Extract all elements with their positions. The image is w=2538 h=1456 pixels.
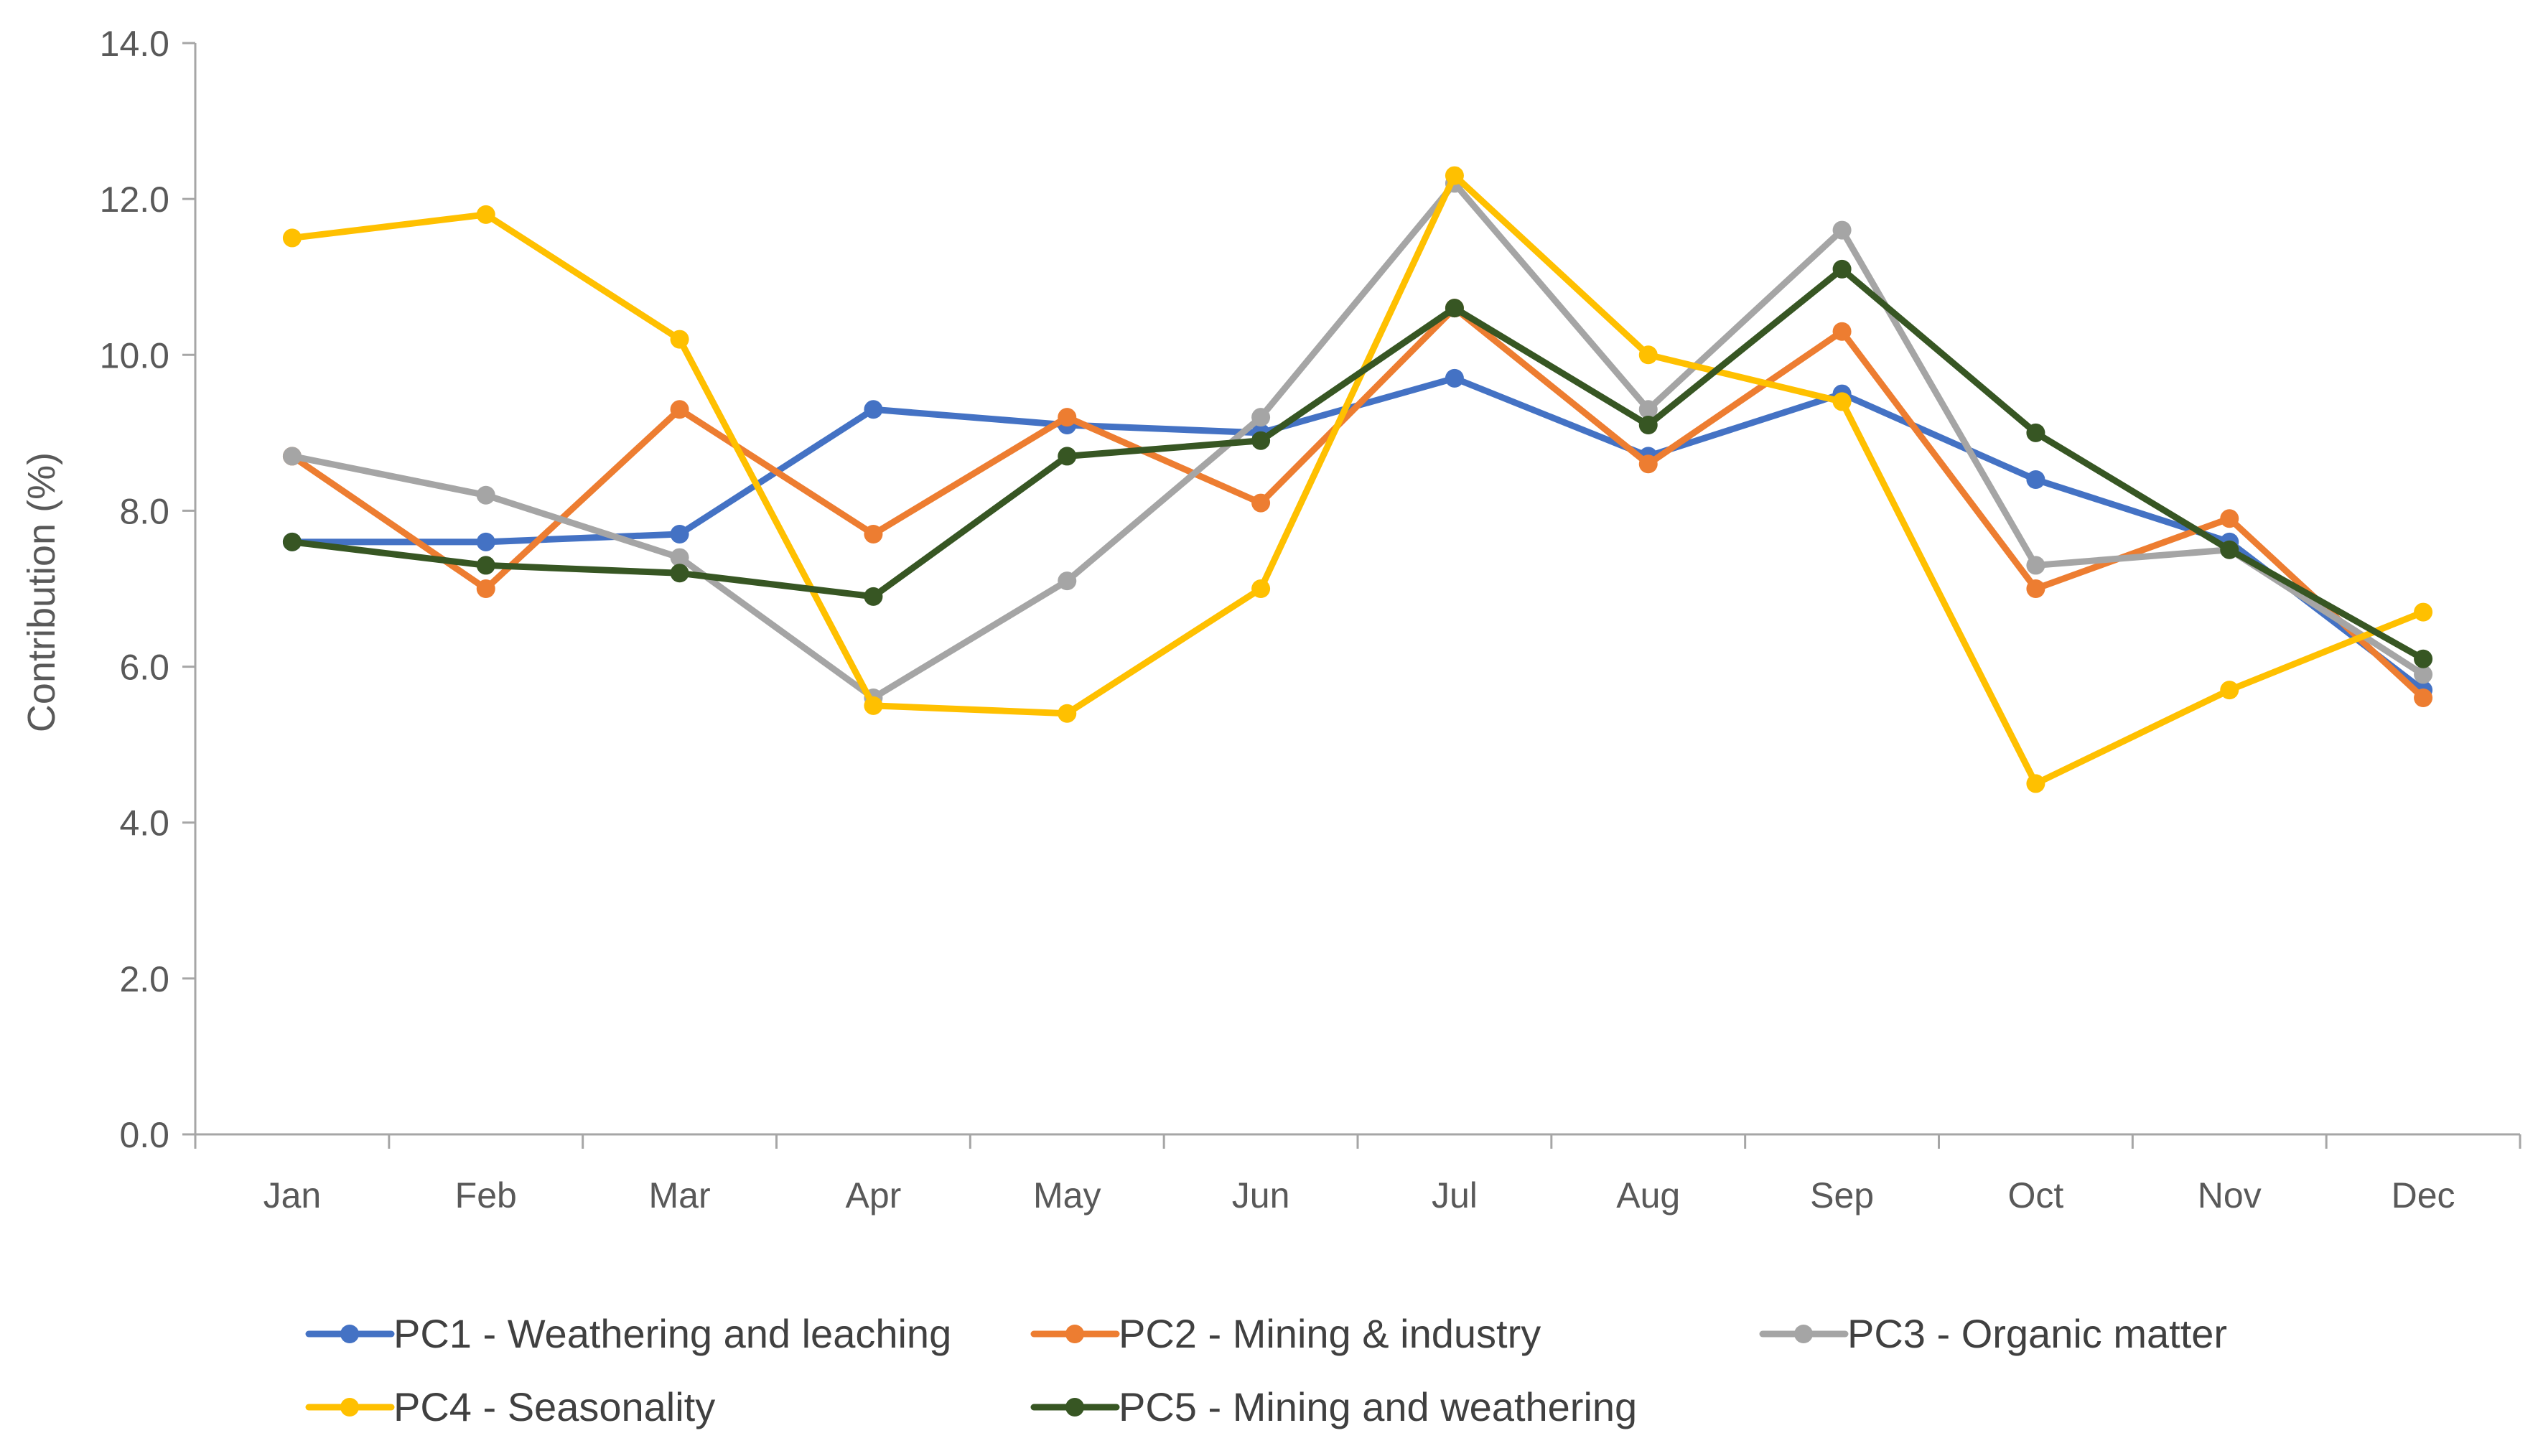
- data-point: [1058, 447, 1077, 466]
- axes: 0.0 2.0 4.0 6.0 8.0 10.0 12.0 14.0 Jan Feb Mar Apr M…: [100, 24, 2521, 1215]
- x-tick-label: Apr: [846, 1175, 902, 1215]
- series-4: [282, 166, 2433, 793]
- data-point: [1251, 579, 1271, 598]
- legend-label: PC4 - Seasonality: [393, 1384, 715, 1429]
- data-point: [282, 228, 302, 248]
- data-point: [670, 400, 689, 419]
- data-point: [2414, 689, 2433, 707]
- data-point: [1832, 220, 1852, 240]
- data-point: [1251, 408, 1271, 427]
- x-tick-label: Dec: [2392, 1175, 2455, 1215]
- series-line: [289, 179, 2427, 701]
- data-point: [2026, 579, 2045, 598]
- data-point: [670, 330, 689, 349]
- data-point: [864, 400, 883, 419]
- series-line: [289, 304, 2427, 701]
- data-point: [2414, 602, 2433, 622]
- data-point: [2414, 665, 2433, 684]
- legend-swatch-marker: [340, 1325, 359, 1343]
- y-tick-label: 14.0: [100, 24, 169, 64]
- data-point: [1832, 259, 1852, 279]
- data-point: [1445, 299, 1464, 318]
- data-point: [2220, 540, 2239, 559]
- data-point: [2414, 649, 2433, 668]
- series-5: [282, 259, 2433, 668]
- data-point: [1058, 571, 1077, 591]
- data-point: [1832, 322, 1852, 341]
- legend-label: PC3 - Organic matter: [1847, 1311, 2227, 1356]
- legend-swatch-marker: [1065, 1325, 1084, 1343]
- data-point: [282, 447, 302, 466]
- legend-item: PC1 - Weathering and leaching: [305, 1311, 951, 1356]
- data-point: [2220, 681, 2239, 700]
- data-point: [2026, 774, 2045, 793]
- data-point: [476, 579, 495, 598]
- data-point: [476, 556, 495, 575]
- data-point: [282, 532, 302, 551]
- series-line: [289, 266, 2427, 663]
- legend-label: PC1 - Weathering and leaching: [393, 1311, 951, 1356]
- y-tick-label: 10.0: [100, 335, 169, 375]
- legend-label: PC5 - Mining and weathering: [1119, 1384, 1637, 1429]
- data-point: [1251, 431, 1271, 450]
- data-point: [2220, 509, 2239, 528]
- y-tick-label: 6.0: [119, 648, 169, 688]
- y-axis-title: Contribution (%): [20, 452, 63, 732]
- data-point: [476, 532, 495, 551]
- x-tick-label: Jul: [1432, 1175, 1478, 1215]
- legend-swatch-marker: [1065, 1398, 1084, 1417]
- data-point: [1058, 408, 1077, 427]
- data-point: [864, 587, 883, 606]
- x-tick-label: Jun: [1232, 1175, 1290, 1215]
- x-tick-label: Feb: [455, 1175, 517, 1215]
- y-tick-label: 0.0: [119, 1115, 169, 1155]
- series-line: [289, 172, 2427, 787]
- data-point: [670, 525, 689, 543]
- legend-item: PC2 - Mining & industry: [1030, 1311, 1541, 1356]
- y-tick-label: 2.0: [119, 959, 169, 999]
- data-point: [1638, 345, 1658, 365]
- data-point: [2026, 556, 2045, 575]
- legend: PC1 - Weathering and leaching PC2 - Minin…: [305, 1311, 2227, 1429]
- data-point: [1638, 454, 1658, 474]
- data-point: [2026, 470, 2045, 489]
- x-tick-label: Oct: [2008, 1175, 2064, 1215]
- data-point: [1251, 493, 1271, 513]
- y-tick-label: 8.0: [119, 491, 169, 531]
- x-tick-label: Sep: [1810, 1175, 1874, 1215]
- data-point: [476, 205, 495, 224]
- data-point: [1638, 416, 1658, 434]
- legend-item: PC3 - Organic matter: [1759, 1311, 2227, 1356]
- data-point: [476, 485, 495, 505]
- data-point: [2026, 423, 2045, 442]
- data-point: [1638, 400, 1658, 419]
- legend-item: PC4 - Seasonality: [305, 1384, 715, 1429]
- y-axis-title-group: Contribution (%): [20, 452, 63, 732]
- data-point: [1832, 392, 1852, 411]
- y-tick-label: 12.0: [100, 179, 169, 220]
- series-3: [282, 174, 2433, 707]
- x-tick-label: Nov: [2198, 1175, 2262, 1215]
- data-point: [1058, 704, 1077, 723]
- data-point: [864, 696, 883, 715]
- legend-swatch-marker: [1794, 1325, 1813, 1343]
- legend-swatch-marker: [340, 1398, 359, 1417]
- data-point: [1445, 166, 1464, 185]
- x-tick-label: Aug: [1616, 1175, 1680, 1215]
- x-tick-label: Mar: [649, 1175, 711, 1215]
- legend-item: PC5 - Mining and weathering: [1030, 1384, 1637, 1429]
- data-point: [670, 564, 689, 583]
- y-tick-label: 4.0: [119, 803, 169, 844]
- x-tick-label: Jan: [263, 1175, 322, 1215]
- data-point: [864, 525, 883, 543]
- data-point: [670, 548, 689, 567]
- data-point: [1445, 368, 1464, 388]
- x-tick-label: May: [1033, 1175, 1101, 1215]
- series-layer: [282, 166, 2433, 793]
- legend-label: PC2 - Mining & industry: [1119, 1311, 1541, 1356]
